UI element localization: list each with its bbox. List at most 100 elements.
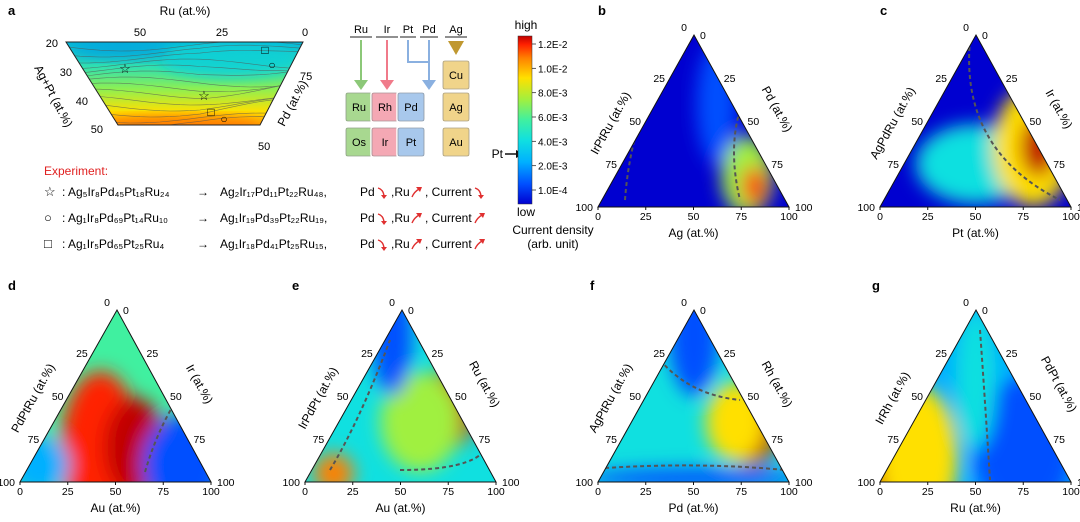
- panel-b-left-tick: 75: [605, 159, 617, 171]
- experiment-marker: ☆: [44, 184, 56, 199]
- scheme-header-pt: Pt: [403, 24, 413, 36]
- panel-d-bottom-tick: 50: [110, 486, 122, 498]
- colorbar-tick-label: 2.0E-3: [538, 162, 568, 173]
- colorbar-title-line1: Current density: [512, 223, 593, 237]
- panel-b-left-tick: 25: [653, 73, 665, 85]
- panel-d-left-axis-label: PdPtRu (at.%): [8, 361, 57, 435]
- panel-a-map: [66, 42, 303, 125]
- heatmap-region: [372, 310, 413, 396]
- panel-f-label: f: [590, 278, 595, 293]
- panel-a-left-tick-30: 30: [60, 67, 72, 79]
- element-tile-symbol: Os: [352, 137, 367, 149]
- element-tile-au: Au: [441, 126, 471, 158]
- panel-d-apex-tick: 0: [104, 297, 110, 309]
- panel-a-contour-line: [66, 42, 303, 52]
- heatmap-region: [955, 310, 996, 449]
- panel-a-star-marker: ☆: [119, 61, 131, 76]
- scheme-header-ir: Ir: [384, 24, 391, 36]
- colorbar-tick-label: 1.0E-4: [538, 186, 568, 197]
- trend-up-arrow: [474, 214, 483, 224]
- panel-d-bottom-axis-label: Au (at.%): [90, 501, 140, 515]
- trend-up-arrow: [474, 240, 483, 250]
- heatmap-region: [598, 468, 789, 482]
- panel-a-circle-marker-2: ○: [220, 112, 227, 126]
- heatmap-region: [380, 371, 461, 472]
- experiment-row: ○: Ag₁Ir₈Pd₆₉Pt₁₄Ru₁₀ → Ag₁Ir₁₉Pd₃₉Pt₂₂Ru₁…: [44, 210, 485, 225]
- panel-c-left-tick: 75: [887, 159, 899, 171]
- panel-a-top-axis: Ru (at.%): [160, 4, 211, 18]
- panel-e-left-tick: 100: [282, 477, 300, 489]
- experiment-from-composition: : Ag₅Ir₈Pd₄₅Pt₁₈Ru₂₄: [62, 185, 170, 199]
- element-tile-ir: Ir: [370, 126, 400, 158]
- panel-g-right-tick: 0: [982, 305, 988, 317]
- panel-e-bottom-tick: 0: [302, 486, 308, 498]
- panel-d-left-tick: 50: [52, 391, 64, 403]
- scheme-tiles: Cu Ru Rh Pd Ag Os Ir Pt Au: [344, 59, 471, 158]
- panel-a-top-tick-0: 0: [302, 27, 308, 39]
- element-tile-symbol: Pd: [404, 102, 417, 114]
- scheme-arrow-ag: [448, 41, 464, 55]
- panel-a-contour-line: [66, 50, 303, 64]
- panel-a-right-tick-75: 75: [300, 71, 312, 83]
- panel-f-left-tick: 50: [629, 391, 641, 403]
- panel-b-left-tick: 50: [629, 116, 641, 128]
- panel-f-left-tick: 25: [653, 348, 665, 360]
- panel-a-contour-line: [66, 67, 303, 80]
- panel-b-label: b: [598, 3, 606, 18]
- panel-f-left-axis-label: AgPtRu (at.%): [586, 361, 635, 435]
- panel-e-left-tick: 75: [313, 434, 325, 446]
- panel-a-circle-marker: ○: [268, 58, 275, 72]
- scheme-header-ag: Ag: [449, 24, 462, 36]
- panel-g-bottom-tick: 50: [970, 486, 982, 498]
- experiment-row: ☆: Ag₅Ir₈Pd₄₅Pt₁₈Ru₂₄ → Ag₂Ir₁₇Pd₁₁Pt₂₂Ru₄…: [44, 184, 484, 199]
- colorbar-title-line2: (arb. unit): [527, 237, 578, 251]
- panel-d-right-tick: 0: [123, 305, 129, 317]
- experiment-row: □: Ag₁Ir₅Pd₆₅Pt₂₅Ru₄ → Ag₁Ir₁₈Pd₄₁Pt₂₅Ru₁₅…: [44, 236, 485, 251]
- ternary-panel-d: d 0 25 50 75 100 Au (at.%) 100 75 50 25 PdPtRu (at.…: [0, 278, 235, 515]
- panel-b-apex-tick: 0: [681, 22, 687, 34]
- panel-b-bottom-tick: 75: [735, 211, 747, 223]
- heatmap-region: [313, 453, 354, 482]
- element-tile-os: Os: [344, 126, 374, 158]
- experiment-pd-label: Pd: [360, 211, 375, 225]
- experiment-section: Experiment: ☆: Ag₅Ir₈Pd₄₅Pt₁₈Ru₂₄ → Ag₂Ir₁…: [44, 164, 485, 251]
- panel-a-contour-line: [66, 80, 303, 93]
- experiment-arrow: →: [197, 237, 209, 251]
- panel-d-right-axis-label: Ir (at.%): [183, 362, 216, 406]
- colorbar-low-label: low: [517, 205, 535, 219]
- element-tile-symbol: Cu: [449, 70, 463, 82]
- element-tile-pd: Pd: [396, 91, 426, 123]
- panel-d-right-tick: 25: [147, 348, 159, 360]
- panel-e-left-tick: 50: [337, 391, 349, 403]
- experiment-current-label: , Current: [425, 185, 472, 199]
- colorbar: high 1.2E-2 1.0E-2 8.0E-3 6.0E-3 4.0E-3 2.0E-…: [512, 18, 593, 251]
- experiment-title: Experiment:: [44, 164, 108, 178]
- panel-b-left-tick: 100: [575, 202, 593, 214]
- panel-d-bottom-tick: 100: [202, 486, 220, 498]
- panel-a: a Ru (at.%) 50 25 0 20 30 40 50 Ag+Pt (a…: [8, 3, 312, 153]
- panel-b-right-axis-label: Pd (at.%): [759, 84, 795, 135]
- panel-f-bottom-tick: 0: [595, 486, 601, 498]
- panel-c-right-tick: 100: [1077, 202, 1080, 214]
- panel-f-apex-tick: 0: [681, 297, 687, 309]
- experiment-marker: □: [44, 236, 52, 251]
- panel-f-right-tick: 100: [795, 477, 813, 489]
- panel-f-bottom-tick: 75: [735, 486, 747, 498]
- panel-d-bottom-tick: 75: [157, 486, 169, 498]
- panel-e-label: e: [292, 278, 299, 293]
- panel-g-right-tick: 100: [1077, 477, 1080, 489]
- experiment-arrow: →: [197, 211, 209, 225]
- panel-c-right-tick: 25: [1006, 73, 1018, 85]
- colorbar-tick-label: 6.0E-3: [538, 113, 568, 124]
- experiment-to-composition: Ag₁Ir₁₈Pd₄₁Pt₂₅Ru₁₅,: [220, 237, 327, 251]
- element-tile-ag: Ag: [441, 91, 471, 123]
- panel-c-bottom-tick: 0: [877, 211, 883, 223]
- colorbar-tick-label: 8.0E-3: [538, 89, 568, 100]
- panel-a-left-tick-20: 20: [46, 38, 58, 50]
- panel-g-bottom-tick: 25: [922, 486, 934, 498]
- panel-e-left-tick: 25: [361, 348, 373, 360]
- panel-e-right-tick: 50: [455, 391, 467, 403]
- panel-g-left-tick: 50: [911, 391, 923, 403]
- scheme-arrow-ru: [354, 40, 368, 90]
- panel-a-contour-line: [66, 44, 303, 58]
